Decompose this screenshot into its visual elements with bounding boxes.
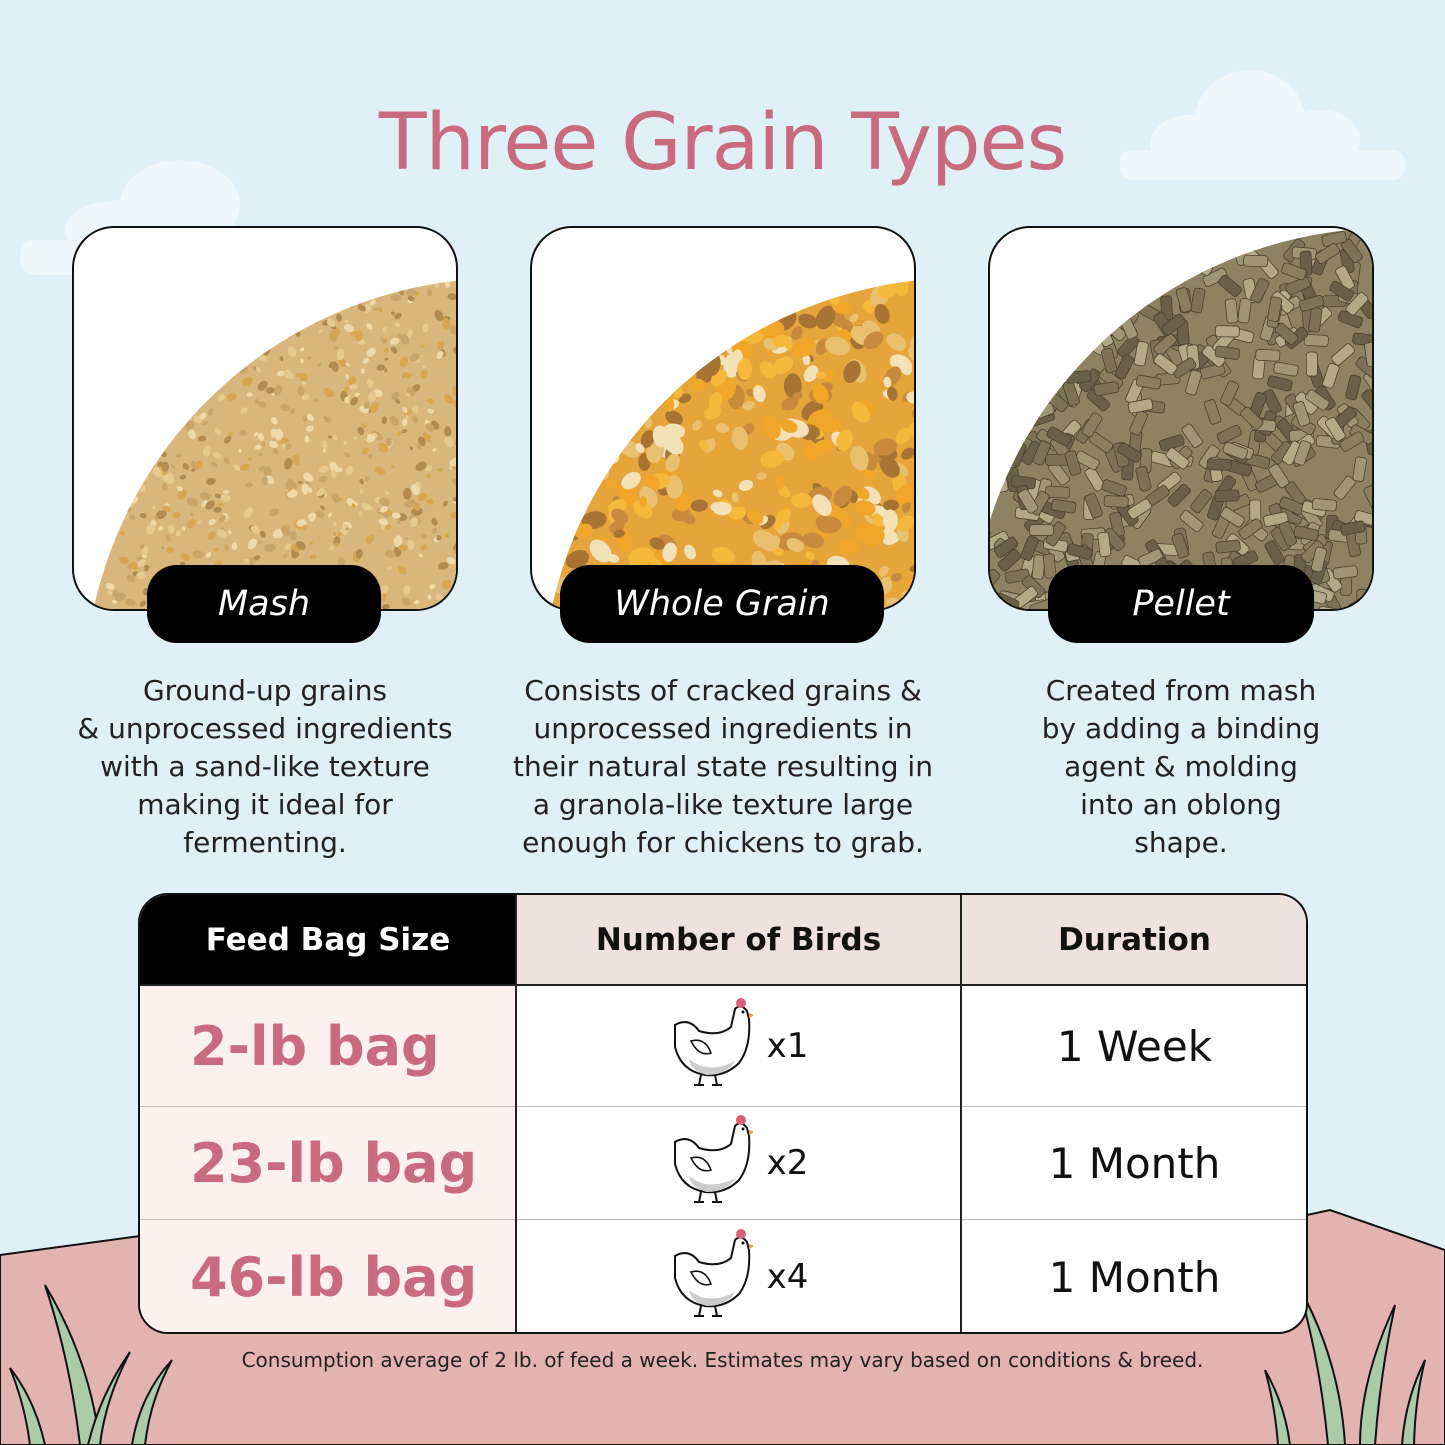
grain-label-whole-grain: Whole Grain (560, 565, 884, 643)
bag-size: 46-lb bag (140, 1220, 516, 1332)
header-number-of-birds: Number of Birds (516, 895, 961, 985)
grain-label-pellet: Pellet (1048, 565, 1314, 643)
grain-label-mash: Mash (147, 565, 381, 643)
divider (140, 984, 1306, 986)
bird-count: x1 (766, 1026, 809, 1066)
divider (140, 1219, 1306, 1220)
divider (960, 895, 962, 1332)
duration: 1 Week (1056, 1021, 1213, 1071)
table-row: 2-lb bag x1 1 Week (140, 986, 1306, 1106)
bird-count: x4 (766, 1257, 809, 1297)
birds-cell: x1 (516, 986, 961, 1106)
table-row: 23-lb bag x2 1 Month (140, 1107, 1306, 1219)
desc-line: agent & molding (1064, 750, 1298, 783)
duration: 1 Month (1048, 1138, 1221, 1188)
footnote: Consumption average of 2 lb. of feed a w… (241, 1348, 1204, 1372)
grain-description-whole-grain: Consists of cracked grains & unprocessed … (488, 672, 958, 862)
desc-line: their natural state resulting in (513, 750, 933, 783)
bag-size: 23-lb bag (140, 1107, 516, 1219)
divider (515, 895, 517, 1332)
grain-description-mash: Ground-up grains & unprocessed ingredient… (50, 672, 480, 862)
desc-line: with a sand-like texture (100, 750, 430, 783)
grain-description-pellet: Created from mash by adding a binding agen… (1000, 672, 1362, 862)
chicken-icon (669, 1114, 755, 1213)
duration: 1 Month (1048, 1252, 1221, 1302)
desc-line: enough for chickens to grab. (522, 826, 924, 859)
chicken-icon (669, 997, 755, 1096)
bird-count: x2 (766, 1143, 809, 1183)
desc-line: a granola-like texture large (532, 788, 914, 821)
desc-line: Ground-up grains (142, 674, 388, 707)
feed-table: Feed Bag Size Number of Birds Duration 2… (138, 893, 1308, 1334)
desc-line: into an oblong (1080, 788, 1282, 821)
desc-line: Created from mash (1045, 674, 1317, 707)
page-title: Three Grain Types (378, 98, 1067, 188)
desc-line: unprocessed ingredients in (533, 712, 913, 745)
desc-line: by adding a binding (1041, 712, 1321, 745)
header-feed-bag-size: Feed Bag Size (140, 895, 516, 985)
grain-image-pellet (988, 226, 1374, 611)
desc-line: Consists of cracked grains & (524, 674, 922, 707)
birds-cell: x2 (516, 1107, 961, 1219)
grass (9, 1284, 1426, 1445)
divider (140, 1106, 1306, 1107)
birds-cell: x4 (516, 1220, 961, 1332)
chicken-icon (669, 1228, 755, 1327)
grain-image-mash (72, 226, 458, 611)
desc-line: & unprocessed ingredients (77, 712, 453, 745)
desc-line: fermenting. (183, 826, 347, 859)
desc-line: shape. (1134, 826, 1228, 859)
grain-image-whole-grain (530, 226, 916, 611)
header-duration: Duration (961, 895, 1306, 985)
bag-size: 2-lb bag (140, 986, 516, 1106)
table-row: 46-lb bag x4 1 Month (140, 1220, 1306, 1332)
desc-line: making it ideal for (137, 788, 393, 821)
